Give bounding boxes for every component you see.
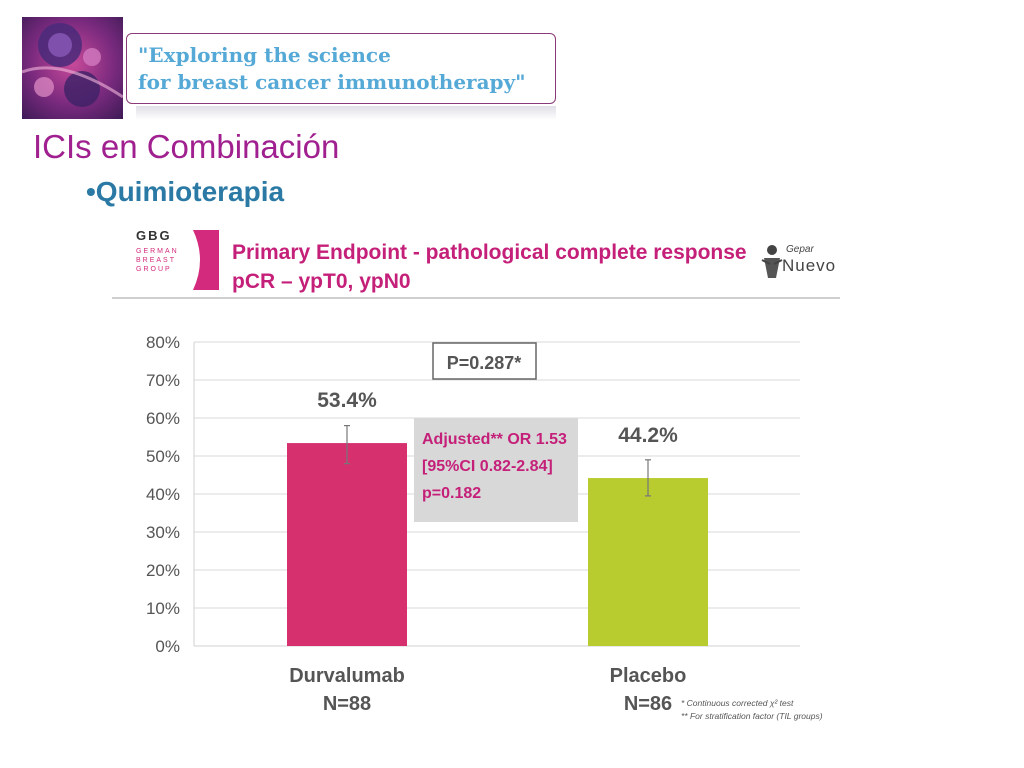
y-tick-label: 10%: [146, 599, 180, 618]
axis-layer: 0% 10% 20% 30% 40% 50% 60% 70% 80%: [146, 333, 800, 656]
pvalue-box: [432, 342, 537, 380]
bar: [287, 443, 407, 646]
banner-text: "Exploring the science for breast cancer…: [138, 43, 526, 94]
figure-title: Primary Endpoint - pathological complete…: [232, 241, 747, 293]
banner-image: [22, 17, 123, 119]
gbg-logo-mark: [193, 230, 219, 290]
gbg-logo-sub-3: GROUP: [136, 266, 172, 273]
bar: [588, 478, 708, 646]
gbg-logo-sub-2: BREAST: [136, 257, 177, 264]
gbg-logo-sub-1: GERMAN: [136, 248, 179, 255]
gepar-nuevo-logo: Gepar Nuevo: [760, 240, 840, 282]
bar-layer: [287, 424, 708, 646]
adjusted-or-line-1: Adjusted** OR 1.53: [422, 431, 567, 448]
data-label: 44.2%: [618, 424, 678, 447]
gepar-logo-small: Gepar: [786, 244, 814, 255]
gepar-logo-big: Nuevo: [782, 256, 837, 275]
category-sublabel: N=88: [323, 693, 371, 715]
y-tick-label: 20%: [146, 561, 180, 580]
y-tick-label: 30%: [146, 523, 180, 542]
adjusted-or-line-3: p=0.182: [422, 485, 481, 502]
data-label: 53.4%: [317, 389, 377, 412]
y-tick-label: 50%: [146, 447, 180, 466]
y-tick-label: 80%: [146, 333, 180, 352]
category-sublabel: N=86: [624, 693, 672, 715]
banner-reflection: [136, 106, 556, 120]
gepar-figure-icon: [761, 245, 783, 278]
adjusted-or-line-2: [95%CI 0.82-2.84]: [422, 458, 553, 475]
adjusted-or-box: [414, 418, 578, 522]
footnotes: * Continuous corrected χ² test ** For st…: [681, 698, 823, 721]
slide-title: ICIs en Combinación: [33, 128, 340, 165]
banner-frame: [126, 33, 556, 104]
bar-chart: 0% 10% 20% 30% 40% 50% 60% 70% 80% 53.4% Durvalum…: [146, 333, 800, 715]
y-tick-label: 70%: [146, 371, 180, 390]
category-label: Durvalumab: [289, 665, 405, 687]
category-label: Placebo: [610, 665, 687, 687]
slide-bullet: •Quimioterapia: [86, 176, 285, 207]
pvalue-text: P=0.287*: [447, 353, 522, 373]
y-tick-label: 60%: [146, 409, 180, 428]
y-tick-label: 0%: [155, 637, 180, 656]
label-layer: 53.4% Durvalumab N=88 44.2% Placebo N=86: [289, 389, 686, 715]
gbg-logo-main: GBG: [136, 228, 172, 243]
gbg-logo: GBG GERMAN BREAST GROUP: [136, 228, 196, 290]
figure-header-rule: [112, 297, 840, 299]
y-tick-label: 40%: [146, 485, 180, 504]
